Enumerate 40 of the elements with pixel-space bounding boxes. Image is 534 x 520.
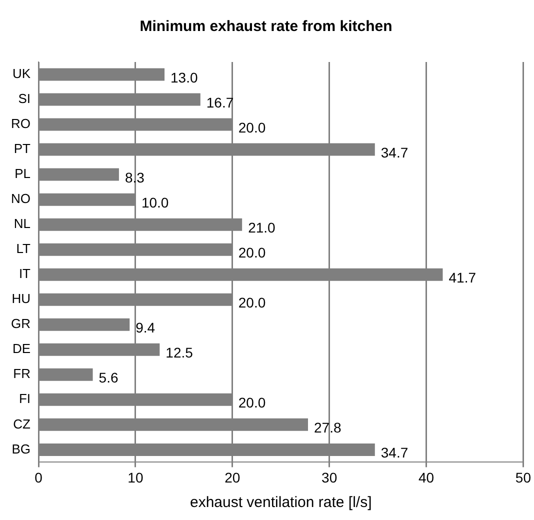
y-tick-label: IT bbox=[18, 266, 31, 282]
data-label: 41.7 bbox=[448, 269, 476, 286]
y-tick-label: FR bbox=[13, 366, 30, 382]
x-tick-label: 0 bbox=[34, 469, 43, 486]
chart-title: Minimum exhaust rate from kitchen bbox=[140, 18, 392, 36]
y-tick-label: SI bbox=[18, 91, 30, 106]
data-label: 5.6 bbox=[98, 370, 118, 386]
x-tick-label: 10 bbox=[128, 469, 144, 486]
y-tick-label: FI bbox=[18, 391, 30, 406]
y-tick-label: NO bbox=[11, 191, 30, 206]
x-tick-label: 40 bbox=[418, 469, 434, 486]
data-label: 34.7 bbox=[380, 444, 408, 461]
y-tick-label: GR bbox=[11, 316, 30, 332]
y-tick-label: RO bbox=[11, 116, 30, 132]
data-label: 20.0 bbox=[238, 119, 266, 136]
data-label: 16.7 bbox=[206, 94, 234, 110]
data-label: 21.0 bbox=[248, 219, 276, 236]
x-tick-label: 50 bbox=[515, 469, 532, 486]
data-label: 34.7 bbox=[380, 144, 408, 160]
data-label: 20.0 bbox=[238, 244, 266, 260]
data-label: 27.8 bbox=[314, 420, 342, 436]
data-label: 8.3 bbox=[124, 169, 145, 186]
y-tick-label: CZ bbox=[13, 416, 31, 432]
y-tick-label: PL bbox=[14, 166, 30, 182]
x-tick-label: 30 bbox=[322, 469, 338, 486]
y-tick-label: PT bbox=[14, 141, 31, 156]
y-tick-label: LT bbox=[16, 241, 31, 256]
y-tick-label: HU bbox=[12, 291, 30, 306]
data-label: 20.0 bbox=[238, 394, 266, 411]
x-axis-title: exhaust ventilation rate [l/s] bbox=[190, 494, 372, 512]
data-label: 20.0 bbox=[238, 294, 266, 310]
data-label: 9.4 bbox=[136, 319, 156, 336]
y-tick-label: DE bbox=[12, 341, 31, 356]
data-label: 13.0 bbox=[170, 69, 198, 86]
y-tick-label: BG bbox=[12, 441, 30, 456]
y-tick-label: NL bbox=[14, 216, 30, 232]
y-tick-label: UK bbox=[12, 66, 31, 82]
x-tick-label: 20 bbox=[224, 469, 240, 486]
data-label: 10.0 bbox=[141, 194, 169, 210]
data-label: 12.5 bbox=[166, 344, 194, 361]
